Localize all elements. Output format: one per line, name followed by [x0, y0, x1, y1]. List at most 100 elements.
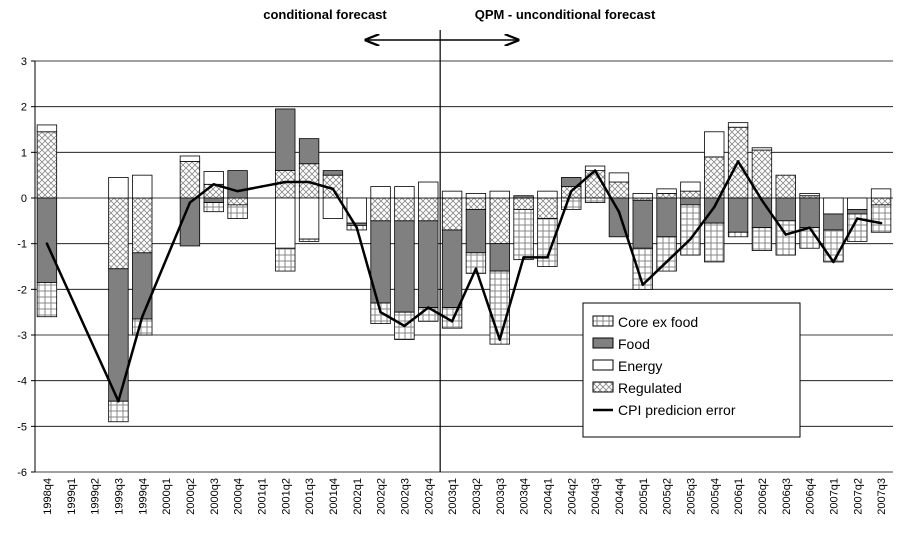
bar-segment — [751, 227, 773, 251]
cpi-line-segment — [641, 260, 668, 287]
bar-segment — [513, 195, 534, 199]
bar-segment — [704, 222, 725, 263]
bar-segment — [489, 197, 510, 245]
cpi-line-segment — [665, 237, 692, 264]
cpi-line-segment — [117, 315, 144, 403]
bar-segment — [36, 124, 58, 133]
bar-segment — [656, 188, 677, 194]
bar-segment — [322, 197, 344, 219]
bar-segment — [870, 204, 892, 233]
bar-segment — [870, 188, 892, 199]
bar-segment — [489, 190, 510, 199]
bar-segment — [227, 197, 248, 206]
bar-segment — [465, 197, 487, 210]
x-tick-label: 1999q4 — [137, 478, 149, 515]
cpi-line-segment — [498, 256, 525, 341]
bar-segment — [370, 186, 391, 199]
bar-segment — [799, 197, 820, 229]
y-tick-label: -4 — [17, 376, 27, 388]
bar-segment — [179, 155, 201, 162]
y-tick-label: 3 — [21, 56, 27, 68]
bar-segment — [203, 197, 224, 203]
bar-segment — [36, 282, 58, 318]
bar-segment — [179, 161, 201, 199]
legend-swatch — [592, 315, 614, 327]
x-tick-label: 1998q4 — [42, 478, 54, 515]
legend: Core ex food Food Energy Regulated CPI predi… — [582, 302, 801, 438]
cpi-line-segment — [689, 205, 716, 241]
x-tick-label: 2006q1 — [733, 478, 745, 515]
bar-segment — [418, 197, 439, 222]
cpi-line-segment — [212, 183, 239, 193]
bar-segment — [298, 238, 320, 242]
x-tick-label: 2006q4 — [805, 478, 817, 515]
bar-segment — [394, 186, 415, 199]
cpi-line-segment — [307, 180, 335, 191]
cpi-line-segment — [784, 226, 811, 236]
legend-label: Energy — [618, 358, 662, 374]
bar-segment — [537, 218, 558, 267]
bar-segment — [799, 193, 820, 197]
bar-segment — [36, 131, 58, 199]
y-tick-label: 0 — [21, 193, 27, 205]
x-tick-label: 2003q3 — [495, 478, 507, 515]
bar-segment — [704, 197, 725, 224]
x-tick-label: 2003q4 — [519, 478, 531, 515]
bar-segment — [108, 400, 129, 423]
bar-segment — [727, 231, 749, 238]
bar-segment — [489, 270, 510, 345]
x-tick-label: 1999q1 — [66, 478, 78, 515]
bar-segment — [751, 147, 773, 151]
y-tick-label: -3 — [17, 330, 27, 342]
cpi-line-segment — [355, 226, 382, 314]
bar-segment — [179, 197, 201, 247]
x-tick-label: 1999q3 — [113, 478, 125, 515]
x-tick-label: 2005q4 — [709, 478, 721, 515]
y-tick-label: -2 — [17, 284, 27, 296]
bar-segment — [561, 197, 582, 210]
legend-label: Regulated — [618, 380, 682, 396]
legend-swatch — [592, 337, 614, 349]
cpi-line-segment — [141, 201, 192, 318]
y-tick-label: 1 — [21, 147, 27, 159]
x-tick-label: 1999q2 — [90, 478, 102, 515]
x-tick-label: 2007q2 — [852, 478, 864, 515]
x-tick-label: 2002q2 — [376, 478, 388, 515]
bar-segment — [441, 190, 463, 199]
bar-segment — [847, 197, 868, 210]
cpi-line-segment — [45, 242, 120, 403]
bar-segment — [132, 174, 153, 199]
bar-segment — [847, 209, 868, 215]
bar-segment — [203, 171, 224, 185]
bar-segment — [441, 229, 463, 308]
bar-segment — [441, 197, 463, 231]
cpi-line-segment — [379, 310, 406, 328]
bar-segment — [275, 108, 296, 171]
cpi-line-segment — [450, 267, 478, 323]
bar-segment — [823, 229, 844, 263]
x-tick-label: 2004q3 — [590, 478, 602, 515]
cpi-line-segment — [760, 199, 787, 236]
cpi-line-segment — [260, 180, 287, 188]
bar-segment — [680, 197, 701, 206]
x-tick-label: 2004q4 — [614, 478, 626, 515]
bar-segment — [584, 197, 606, 203]
bar-segment — [465, 252, 487, 274]
bar-segment — [680, 190, 701, 199]
bar-segment — [608, 181, 630, 199]
bar-segment — [203, 202, 224, 213]
cpi-line-segment — [593, 169, 621, 213]
bar-segment — [847, 213, 868, 242]
y-tick-label: 2 — [21, 102, 27, 114]
bar-segment — [346, 197, 367, 224]
cpi-line-segment — [570, 169, 597, 193]
bar-segment — [823, 213, 844, 231]
bar-segment — [608, 172, 630, 183]
x-tick-label: 2002q1 — [352, 478, 364, 515]
bar-segment — [418, 220, 439, 308]
bar-segment — [632, 193, 653, 199]
x-tick-label: 2006q3 — [781, 478, 793, 515]
bar-segment — [465, 193, 487, 199]
x-tick-label: 2000q1 — [161, 478, 173, 515]
bar-segment — [775, 197, 796, 222]
